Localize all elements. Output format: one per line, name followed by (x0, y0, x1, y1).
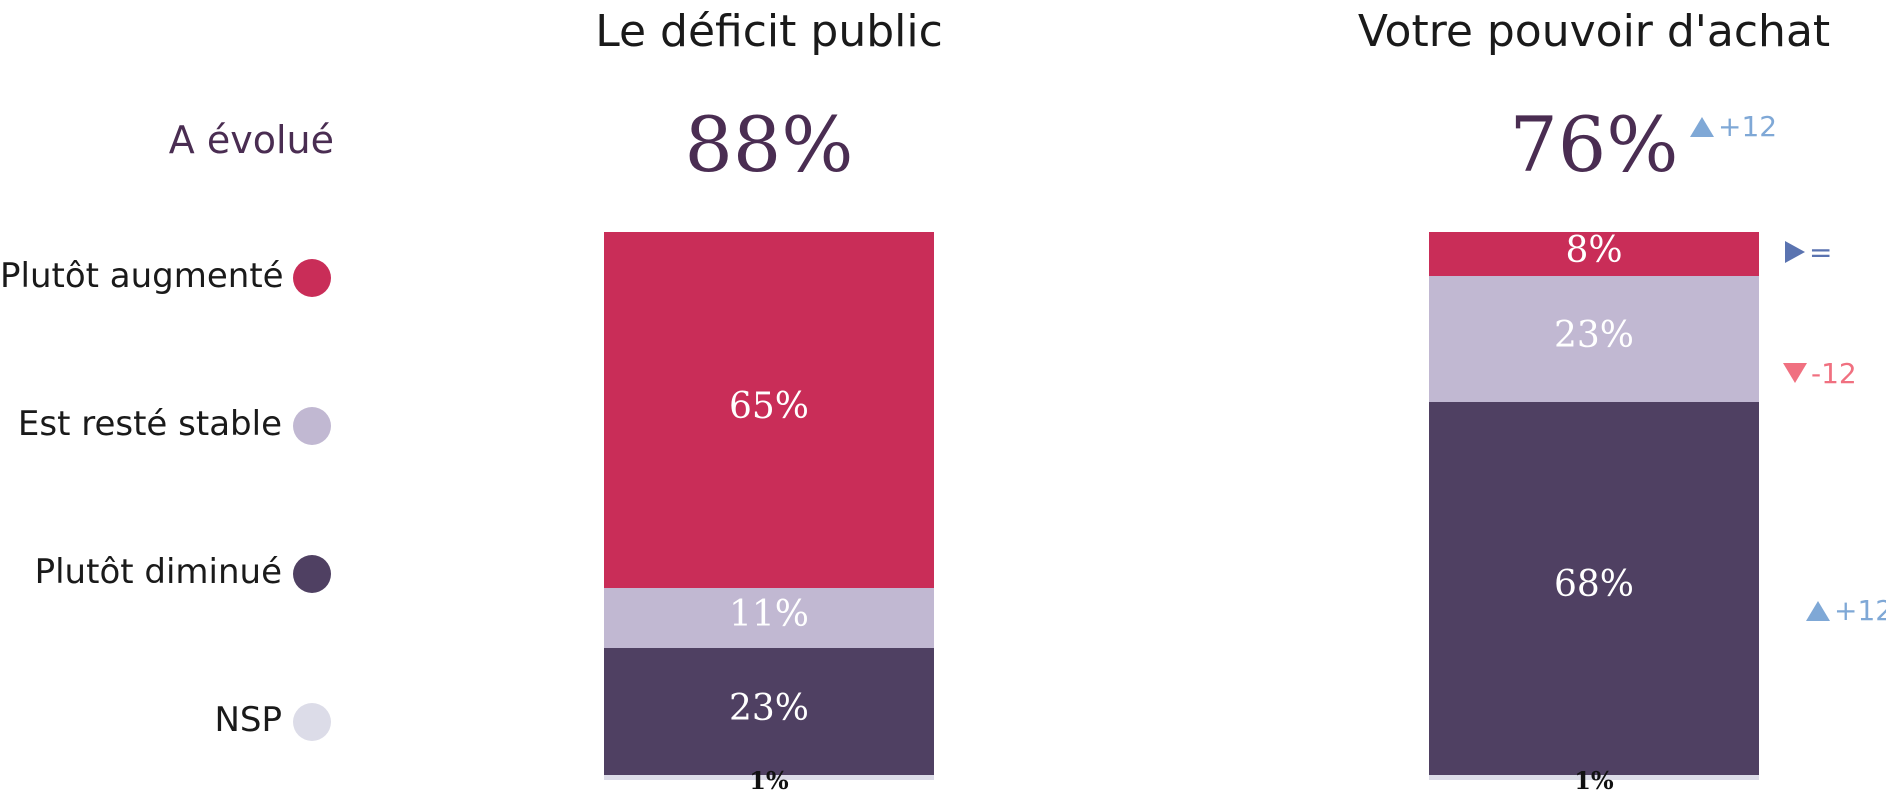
triangle-down-icon (1783, 363, 1807, 384)
bar-segment-est-reste-stable (1429, 275, 1759, 402)
bar-segment-est-reste-stable (604, 588, 934, 649)
legend-dot-plutot-diminue (293, 555, 331, 593)
bar-deficit-public: 65% 11% 23% 1% (604, 232, 934, 795)
bar-segment-plutot-diminue (1429, 401, 1759, 775)
data-label-est-reste-stable: 11% (728, 594, 809, 636)
change-value: +12 (1718, 110, 1778, 143)
change-indicator-est-reste-stable: -12 (1783, 357, 1857, 390)
triangle-up-icon (1806, 600, 1830, 621)
bar-pouvoir-achat: 8% 23% 68% 1% (1429, 229, 1759, 795)
legend-dot-nsp (293, 703, 331, 741)
data-label-plutot-diminue: 68% (1553, 564, 1634, 606)
data-label-plutot-augmente: 65% (728, 386, 809, 428)
data-label-nsp: 1% (1574, 766, 1614, 795)
bar-segment-plutot-augmente (1429, 232, 1759, 276)
change-indicator-plutot-diminue: +12 (1806, 594, 1886, 627)
evolue-total-deficit: 88% (684, 100, 854, 189)
legend-label-plutot-diminue: Plutôt diminué (34, 552, 282, 592)
data-label-plutot-diminue: 23% (728, 687, 809, 729)
legend-label-est-reste-stable: Est resté stable (17, 404, 282, 444)
bar-segment-nsp (1429, 774, 1759, 780)
triangle-up-icon (1690, 116, 1714, 137)
legend-dot-est-reste-stable (293, 407, 331, 445)
triangle-right-icon (1785, 241, 1805, 264)
change-indicator-evolue: +12 (1690, 110, 1777, 143)
chart-title-pouvoir-achat: Votre pouvoir d'achat (1357, 6, 1831, 57)
change-value: = (1809, 235, 1833, 269)
chart-title-deficit-public: Le déficit public (595, 6, 943, 57)
bar-segment-nsp (604, 774, 934, 780)
evolue-total-pouvoir: 76% (1509, 100, 1679, 189)
change-value: -12 (1811, 356, 1857, 390)
change-indicator-plutot-augmente: = (1785, 236, 1832, 269)
data-label-plutot-augmente: 8% (1565, 229, 1623, 271)
data-label-est-reste-stable: 23% (1553, 314, 1634, 356)
change-value: +12 (1834, 594, 1886, 627)
bar-segment-plutot-augmente (604, 232, 934, 589)
legend-label-nsp: NSP (214, 700, 282, 740)
legend-dot-plutot-augmente (293, 259, 331, 297)
legend-label-plutot-augmente: Plutôt augmenté (0, 256, 284, 296)
data-label-nsp: 1% (749, 766, 789, 795)
bar-segment-plutot-diminue (604, 648, 934, 775)
evolue-label: A évolué (168, 118, 334, 162)
